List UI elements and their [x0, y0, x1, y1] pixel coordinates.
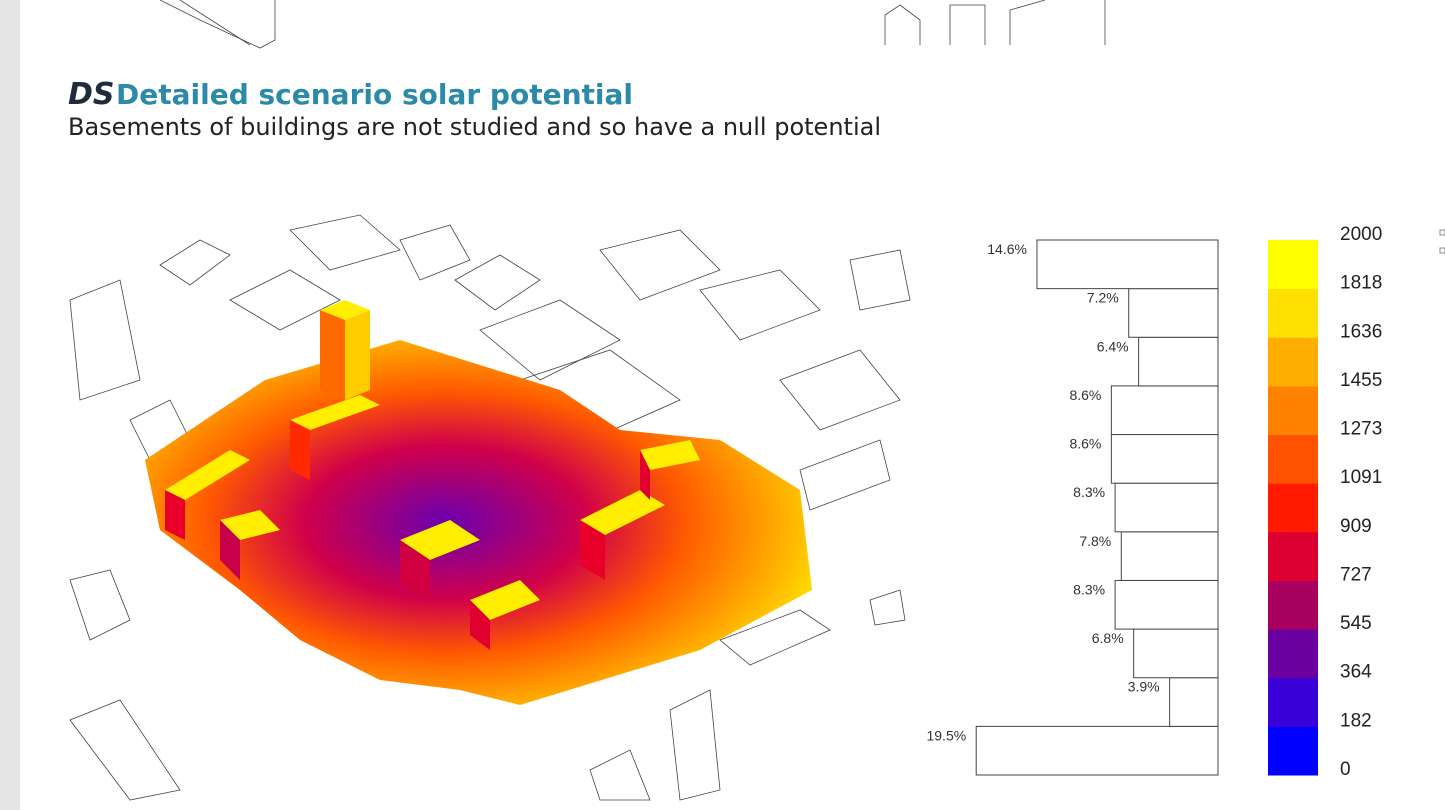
colorbar-tick-label: 1818	[1340, 273, 1382, 294]
bar-value-label: 7.2%	[1087, 290, 1119, 306]
colorbar-band	[1268, 240, 1318, 290]
colorbar-band	[1268, 580, 1318, 630]
colorbar-tick-label: 1273	[1340, 419, 1382, 440]
bar-value-label: 8.6%	[1069, 436, 1101, 452]
bar-value-label: 7.8%	[1079, 533, 1111, 549]
top-wireframes	[159, 0, 1106, 49]
colorbar-tick-label: 364	[1340, 662, 1372, 683]
colorbar-tick-label: 182	[1340, 710, 1372, 731]
colorbar-band	[1268, 483, 1318, 533]
city-render	[69, 214, 911, 801]
bar-value-label: 6.8%	[1092, 630, 1124, 646]
colorbar-band	[1268, 337, 1318, 387]
bar	[1110, 434, 1219, 484]
colorbar-band	[1268, 531, 1318, 581]
colorbar-tick-label: 1455	[1340, 370, 1382, 391]
bar	[1128, 288, 1219, 338]
colorbar-tick-label: 0	[1340, 759, 1351, 780]
colorbar-band	[1268, 726, 1318, 776]
bar-value-label: 8.3%	[1073, 484, 1105, 500]
colorbar-band	[1268, 677, 1318, 727]
heat-ground	[145, 340, 812, 705]
subtitle: Basements of buildings are not studied a…	[68, 113, 881, 141]
histogram: 19.5% 3.9% 6.8% 8.3% 7.8% 8.3% 8.6% 8.6% 6.4% 7.2…	[926, 239, 1219, 776]
lit-buildings	[165, 300, 700, 650]
colorbar-tick-label: 2000	[1340, 224, 1382, 245]
bar-value-label: 8.3%	[1073, 581, 1105, 597]
bar-value-label: 3.9%	[1128, 679, 1160, 695]
colorbar-band	[1268, 629, 1318, 679]
legend-icon	[1439, 247, 1445, 254]
colorbar-band	[1268, 385, 1318, 436]
legend-icon	[1439, 229, 1445, 236]
colorbar-band	[1268, 288, 1318, 338]
colorbar-tick-label: 1636	[1340, 321, 1382, 342]
colorbar-tick-label: 545	[1340, 613, 1372, 634]
bar	[1120, 531, 1219, 581]
side-strip	[0, 0, 20, 810]
colorbar-tick-label: 727	[1340, 564, 1372, 585]
bar	[1036, 239, 1219, 290]
bar	[975, 725, 1219, 776]
colorbar: 0 182 364 545 727 909 1091 1273 1455 1636 1818 2000	[1268, 224, 1382, 780]
bar	[1133, 628, 1219, 679]
bar	[1114, 579, 1219, 630]
colorbar-band	[1268, 434, 1318, 484]
bar-value-label: 8.6%	[1069, 387, 1101, 403]
bar	[1110, 385, 1219, 436]
bar	[1169, 677, 1219, 727]
bar-value-label: 14.6%	[987, 241, 1027, 257]
title-code: DS	[68, 77, 115, 112]
colorbar-tick-label: 909	[1340, 516, 1372, 537]
bar	[1138, 336, 1219, 387]
bar-value-label: 6.4%	[1097, 338, 1129, 354]
bar	[1114, 482, 1219, 533]
bar-value-label: 19.5%	[926, 727, 966, 743]
colorbar-tick-label: 1091	[1340, 467, 1382, 488]
wireframe-buildings	[69, 214, 911, 801]
title: Detailed scenario solar potential	[116, 78, 633, 111]
